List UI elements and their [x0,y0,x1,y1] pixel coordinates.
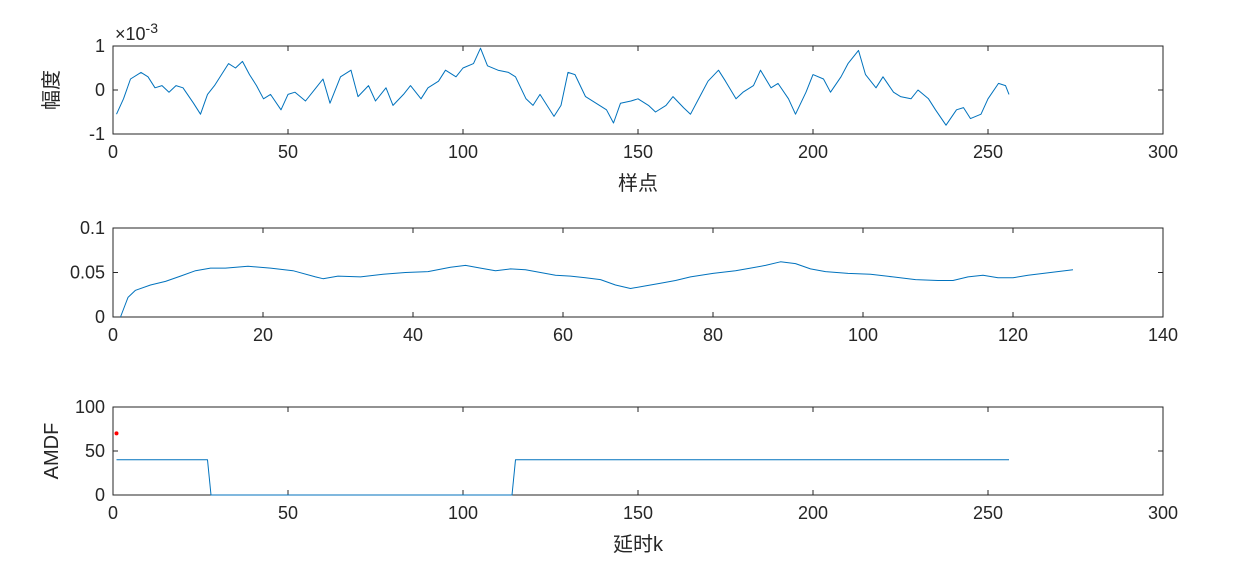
y-tick-label: 1 [95,36,105,56]
y-tick-label: 0 [95,80,105,100]
x-tick-label: 300 [1148,142,1178,162]
x-tick-label: 20 [253,325,273,345]
plot-area [112,45,1164,135]
y-axis-label: 幅度 [40,70,63,110]
x-tick-label: 250 [973,503,1003,523]
y-tick-label: 100 [75,397,105,417]
x-tick-label: 200 [798,503,828,523]
exponent-base: ×10 [115,24,146,44]
x-tick-label: 120 [998,325,1028,345]
y-tick-label: 0 [95,485,105,505]
x-tick-label: 100 [448,142,478,162]
x-tick-label: 0 [108,142,118,162]
x-axis-label: 延时k [613,533,664,556]
plot-area [112,406,1164,496]
x-tick-label: 0 [108,503,118,523]
plot-area [112,227,1164,318]
peak-marker [114,431,119,436]
x-axis-label: 样点 [618,172,658,195]
x-tick-label: 0 [108,325,118,345]
x-tick-label: 150 [623,503,653,523]
x-tick-label: 100 [848,325,878,345]
x-tick-label: 40 [403,325,423,345]
series-line-1 [116,47,1010,126]
y-tick-label: 50 [85,441,105,461]
x-tick-label: 50 [278,142,298,162]
x-tick-label: 60 [553,325,573,345]
x-tick-label: 50 [278,503,298,523]
subplot-3: 0 50 100 150 200 250 300 0 50 100 延时k AMDF [41,397,1178,556]
y-tick-label: 0 [95,307,105,327]
series-line-1 [116,459,1009,496]
x-tick-label: 80 [703,325,723,345]
y-tick-label: 0.1 [80,218,105,238]
exponent-power: -3 [146,20,159,36]
x-tick-label: 250 [973,142,1003,162]
x-tick-label: 200 [798,142,828,162]
y-exponent-label: ×10-3 [115,20,158,44]
x-tick-label: 100 [448,503,478,523]
y-axis-label: AMDF [41,423,63,480]
x-tick-label: 300 [1148,503,1178,523]
x-tick-label: 150 [623,142,653,162]
x-tick-label: 140 [1148,325,1178,345]
y-tick-label: 0.05 [70,263,105,283]
subplot-2: 0 20 40 60 80 100 120 140 0 0.05 0.1 [70,218,1178,345]
series-line-1 [120,261,1074,318]
y-tick-label: -1 [89,124,105,144]
